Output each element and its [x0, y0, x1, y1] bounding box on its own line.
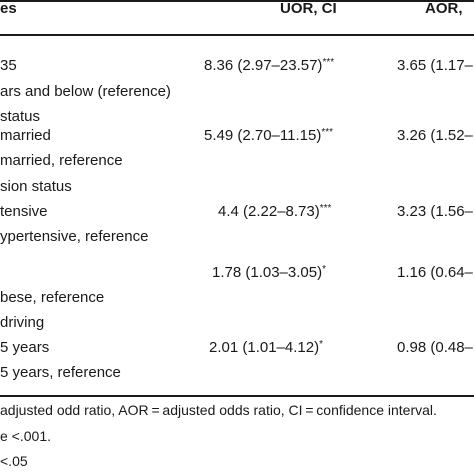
column-header-uor: UOR, CI: [280, 0, 337, 17]
uor-married: 5.49 (2.70–11.15)***: [204, 127, 333, 145]
uor-married-significance: ***: [321, 127, 333, 138]
footnote-p-05: <.05: [0, 453, 28, 469]
table-top-rule: [0, 0, 474, 2]
uor-age-significance: ***: [322, 57, 335, 68]
row-label-age-reference: ars and below (reference): [0, 83, 171, 100]
uor-driving-value: 2.01 (1.01–4.12): [209, 339, 320, 356]
uor-driving-significance: *: [319, 339, 323, 350]
column-header-aor: AOR,: [425, 0, 463, 17]
uor-hypertensive-value: 4.4 (2.22–8.73): [218, 203, 320, 220]
table-bottom-rule: [0, 395, 474, 397]
row-label-marital-status: status: [0, 108, 41, 125]
uor-hypertensive: 4.4 (2.22–8.73)***: [218, 203, 331, 221]
uor-married-value: 5.49 (2.70–11.15): [204, 127, 322, 144]
column-header-variables: es: [0, 0, 17, 17]
footnote-abbreviations: adjusted odd ratio, AOR = adjusted odds …: [0, 402, 437, 418]
row-label-driving-reference: 5 years, reference: [0, 364, 121, 381]
uor-obese-significance: *: [322, 264, 326, 275]
row-label-driving-over-5-years: 5 years: [0, 339, 50, 356]
row-label-unmarried-reference: married, reference: [0, 152, 123, 169]
footnote-p-001: e <.001.: [0, 428, 51, 444]
aor-hypertensive: 3.23 (1.56–: [397, 203, 473, 220]
uor-obese: 1.78 (1.03–3.05)*: [212, 264, 326, 282]
row-label-married: married: [0, 127, 51, 144]
row-label-normotensive-reference: ypertensive, reference: [0, 228, 149, 245]
uor-obese-value: 1.78 (1.03–3.05): [212, 264, 323, 281]
aor-driving: 0.98 (0.48–: [397, 339, 473, 356]
row-label-age-over-35: 35: [0, 57, 17, 74]
aor-age: 3.65 (1.17–: [397, 57, 473, 74]
table-header-rule: [0, 34, 474, 36]
row-label-not-obese-reference: bese, reference: [0, 289, 105, 306]
uor-age: 8.36 (2.97–23.57)***: [204, 57, 334, 75]
uor-age-value: 8.36 (2.97–23.57): [204, 57, 323, 74]
aor-married: 3.26 (1.52–: [397, 127, 473, 144]
row-label-hypertension-status: sion status: [0, 178, 72, 195]
uor-hypertensive-significance: ***: [319, 203, 332, 214]
row-label-hypertensive: tensive: [0, 203, 48, 220]
row-label-years-driving: driving: [0, 314, 45, 331]
aor-obese: 1.16 (0.64–: [397, 264, 473, 281]
uor-driving: 2.01 (1.01–4.12)*: [209, 339, 323, 357]
